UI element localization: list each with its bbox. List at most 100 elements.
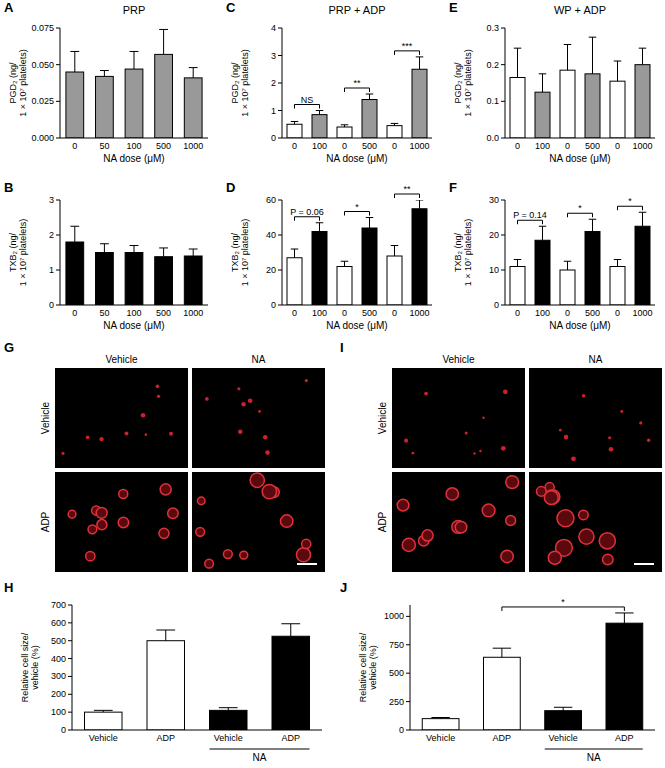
significance-bracket: ** bbox=[395, 184, 420, 198]
cell bbox=[119, 489, 128, 498]
cell bbox=[564, 435, 569, 440]
y-tick bbox=[56, 101, 60, 102]
error-stem bbox=[74, 226, 75, 242]
error-cap bbox=[156, 630, 175, 631]
x-axis bbox=[282, 305, 432, 306]
cell bbox=[482, 417, 484, 419]
error-bar bbox=[564, 261, 572, 270]
error-bar bbox=[589, 37, 597, 74]
annotation: P = 0.06 bbox=[290, 207, 324, 217]
error-stem bbox=[624, 613, 625, 623]
y-tick bbox=[406, 701, 410, 702]
error-stem bbox=[517, 260, 518, 267]
cell bbox=[506, 476, 519, 489]
cell bbox=[639, 421, 642, 424]
cell bbox=[397, 499, 409, 511]
x-tick-label: 0 bbox=[392, 308, 397, 318]
error-bar bbox=[316, 223, 324, 232]
error-cap bbox=[514, 259, 522, 260]
x-tick-label: Vehicle bbox=[549, 733, 578, 743]
x-tick-label: 0 bbox=[292, 141, 297, 151]
cell bbox=[620, 410, 623, 413]
y-tick bbox=[68, 712, 72, 713]
error-bar bbox=[431, 718, 449, 719]
bar bbox=[362, 100, 377, 139]
error-cap bbox=[614, 61, 622, 62]
error-bar bbox=[70, 226, 79, 242]
cell bbox=[205, 559, 214, 568]
annotation: *** bbox=[402, 41, 413, 51]
error-bar bbox=[416, 200, 424, 209]
title: PRP bbox=[123, 4, 146, 16]
y-tick bbox=[278, 55, 282, 56]
micrograph bbox=[55, 368, 188, 468]
cell bbox=[169, 432, 173, 436]
bar bbox=[412, 69, 427, 138]
annotation: * bbox=[561, 597, 565, 607]
y-axis bbox=[60, 28, 61, 138]
x-tick-label: 0 bbox=[565, 141, 570, 151]
error-bar bbox=[189, 68, 198, 78]
y-label-line: PGD₂ (ng/ bbox=[230, 62, 240, 104]
y-tick-label: 300 bbox=[51, 671, 66, 681]
y-tick bbox=[278, 305, 282, 306]
error-stem bbox=[369, 94, 370, 100]
error-bar bbox=[514, 260, 522, 267]
y-tick bbox=[56, 305, 60, 306]
cell bbox=[96, 507, 107, 518]
y-tick-label: 10 bbox=[489, 265, 499, 275]
micrograph bbox=[192, 368, 325, 468]
group-label: NA bbox=[253, 752, 267, 763]
bar bbox=[422, 719, 459, 730]
cell bbox=[603, 554, 614, 565]
bar bbox=[635, 226, 650, 305]
error-bar bbox=[514, 48, 522, 77]
significance-bracket: * bbox=[618, 196, 643, 210]
error-cap bbox=[341, 261, 349, 262]
error-stem bbox=[163, 29, 164, 54]
row-label: ADP bbox=[40, 511, 51, 532]
x-tick-label: ADP bbox=[156, 733, 175, 743]
y-label-line: TXB₂ (ng/ bbox=[230, 233, 240, 273]
error-stem bbox=[134, 246, 135, 253]
cell bbox=[197, 497, 205, 505]
error-bar bbox=[416, 57, 424, 69]
y-tick bbox=[68, 640, 72, 641]
error-cap bbox=[416, 56, 424, 57]
x-tick-label: 50 bbox=[99, 308, 109, 318]
panel-e: EWP + ADP0.00.10.20.30100050001000NA dos… bbox=[449, 0, 655, 164]
y-tick bbox=[68, 730, 72, 731]
bar bbox=[66, 72, 84, 138]
error-stem bbox=[369, 218, 370, 229]
x-tick-label: 1000 bbox=[632, 141, 652, 151]
cell bbox=[579, 529, 594, 544]
y-tick-label: 20 bbox=[489, 230, 499, 240]
bracket bbox=[618, 206, 643, 210]
error-cap bbox=[539, 73, 547, 74]
bar bbox=[96, 253, 114, 306]
y-label: PGD₂ (ng/1 × 10⁷ platelets) bbox=[230, 49, 250, 117]
error-cap bbox=[100, 243, 109, 244]
x-tick-label: ADP bbox=[493, 733, 512, 743]
cell bbox=[223, 550, 232, 559]
y-tick-label: 20 bbox=[266, 265, 276, 275]
x-tick-label: 50 bbox=[99, 141, 109, 151]
x-label: NA dose (μM) bbox=[549, 153, 610, 164]
cell bbox=[503, 389, 508, 394]
cell bbox=[608, 436, 611, 439]
cell bbox=[571, 456, 576, 461]
y-tick-label: 250 bbox=[389, 697, 404, 707]
y-label-line: PGD₂ (ng/ bbox=[8, 62, 18, 104]
y-tick bbox=[56, 28, 60, 29]
y-tick-label: 750 bbox=[389, 640, 404, 650]
y-label-line: Relative cell size/ bbox=[358, 632, 368, 702]
error-bar bbox=[316, 111, 324, 115]
image-bg bbox=[55, 472, 188, 572]
error-cap bbox=[219, 707, 238, 708]
panel-label: F bbox=[449, 180, 457, 195]
bracket bbox=[345, 212, 370, 216]
annotation: * bbox=[578, 203, 582, 213]
error-bar bbox=[493, 648, 511, 657]
image-bg bbox=[192, 368, 325, 468]
micrograph-panel: GVehicleNAVehicleADP bbox=[4, 340, 325, 572]
